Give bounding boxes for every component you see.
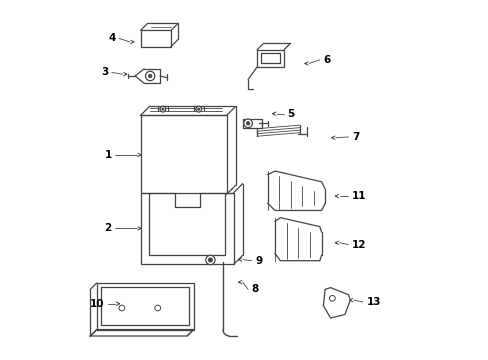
Bar xyxy=(257,50,284,67)
Circle shape xyxy=(244,119,252,128)
Circle shape xyxy=(196,106,201,112)
Text: 10: 10 xyxy=(90,299,104,309)
Circle shape xyxy=(119,305,124,311)
Bar xyxy=(140,31,171,46)
Circle shape xyxy=(148,74,152,78)
Circle shape xyxy=(205,255,215,265)
Circle shape xyxy=(208,258,212,262)
Circle shape xyxy=(145,71,155,81)
Bar xyxy=(140,116,226,194)
Text: 1: 1 xyxy=(104,150,112,160)
Circle shape xyxy=(155,305,160,311)
Text: 9: 9 xyxy=(255,256,262,266)
Bar xyxy=(140,193,233,264)
Circle shape xyxy=(329,296,335,301)
Text: 2: 2 xyxy=(104,224,112,233)
Text: 11: 11 xyxy=(351,191,366,201)
Text: 6: 6 xyxy=(323,55,330,65)
Circle shape xyxy=(160,106,165,112)
Circle shape xyxy=(162,108,164,110)
Text: 12: 12 xyxy=(351,239,366,249)
Text: 13: 13 xyxy=(366,297,380,307)
Text: 8: 8 xyxy=(251,284,258,294)
Text: 7: 7 xyxy=(351,132,359,142)
Circle shape xyxy=(246,122,249,125)
Text: 5: 5 xyxy=(287,109,294,119)
Circle shape xyxy=(197,108,200,110)
Text: 4: 4 xyxy=(108,33,115,43)
Text: 3: 3 xyxy=(101,67,108,77)
